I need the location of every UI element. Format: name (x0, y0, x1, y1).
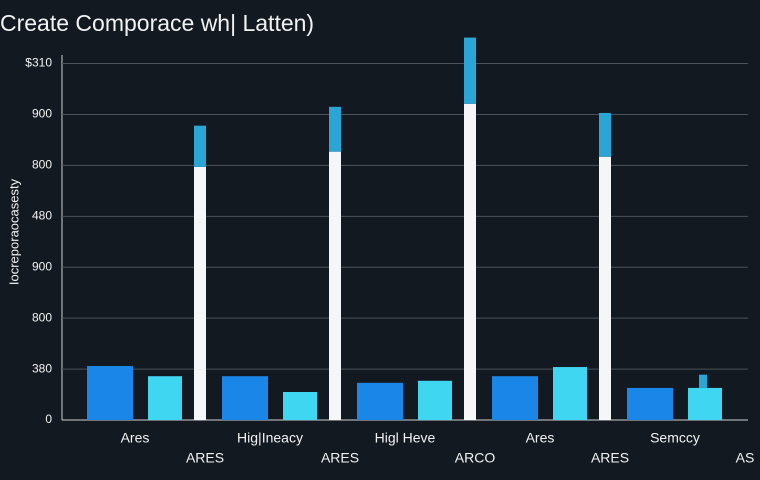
bar (464, 103, 476, 420)
y-tick-label: 480 (32, 208, 52, 222)
chart-title: Create Comporace wh| Latten) (0, 10, 314, 36)
y-tick-label: 380 (32, 361, 52, 375)
bar (329, 106, 341, 152)
x-tick-label: Semccy (650, 430, 700, 446)
bar (492, 376, 538, 420)
y-tick-label: 800 (32, 310, 52, 324)
bar (627, 387, 673, 420)
bar (283, 391, 317, 420)
x-tick-label: Hig|Ineacy (237, 430, 303, 446)
bar (329, 151, 341, 420)
bar (357, 382, 403, 420)
y-tick-label: 800 (32, 158, 52, 172)
x-sublabel: ARES (186, 450, 224, 466)
bar (194, 125, 206, 167)
y-tick-label: 0 (45, 412, 52, 426)
x-sublabel: ARCO (455, 450, 496, 466)
bar (194, 166, 206, 420)
y-axis-label: Iocreporaocasesty (6, 178, 21, 285)
bar (418, 380, 452, 420)
bar (553, 367, 587, 420)
x-sublabel: ARES (321, 450, 359, 466)
bar (599, 156, 611, 420)
bar (148, 376, 182, 420)
bar (464, 37, 476, 104)
bar (599, 112, 611, 157)
bar (222, 376, 268, 420)
x-tick-label: Ares (526, 430, 555, 446)
bar (699, 374, 707, 388)
y-tick-label: 900 (32, 259, 52, 273)
bar (688, 387, 722, 420)
x-tick-label: Ares (121, 430, 150, 446)
y-tick-label: 900 (32, 107, 52, 121)
y-tick-label: $310 (25, 56, 52, 70)
bar (87, 366, 133, 420)
x-sublabel: ARES (591, 450, 629, 466)
x-sublabel: AS (736, 450, 755, 466)
x-tick-label: Higl Heve (375, 430, 436, 446)
